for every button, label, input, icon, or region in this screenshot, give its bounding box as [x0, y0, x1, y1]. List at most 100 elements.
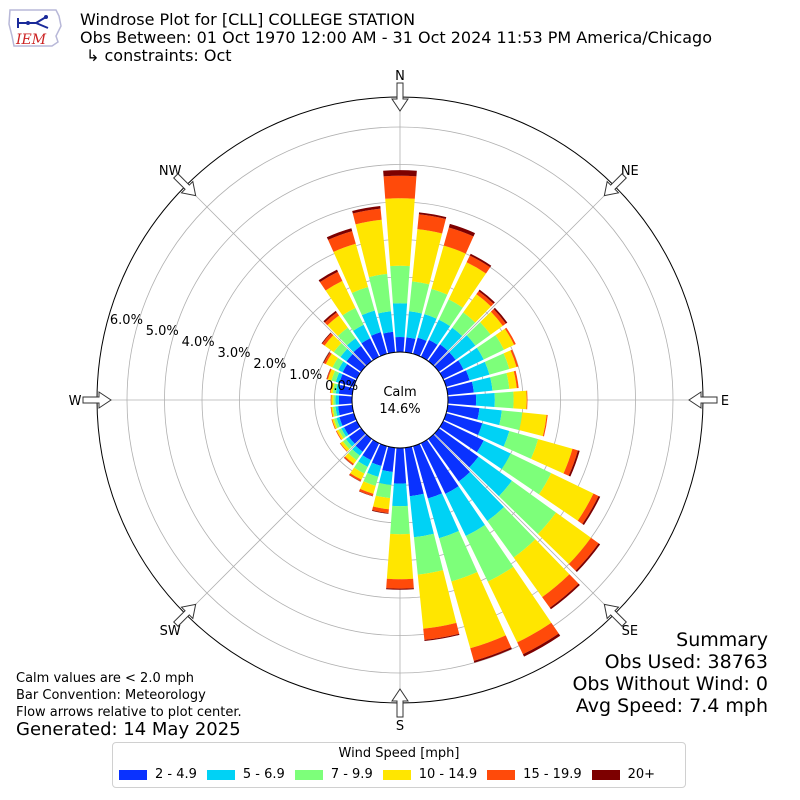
- radial-tick-label: 5.0%: [146, 324, 179, 339]
- radial-tick-label: 4.0%: [182, 335, 215, 350]
- compass-label-w: W: [69, 394, 82, 409]
- legend-label: 7 - 9.9: [330, 767, 373, 782]
- windrose-bar-segment: [332, 406, 338, 417]
- windrose-bar-segment: [510, 349, 519, 368]
- windrose-bar-segment: [473, 647, 512, 663]
- windrose-bar-segment: [452, 312, 476, 337]
- windrose-bar-segment: [333, 417, 340, 429]
- windrose-bar-segment: [325, 353, 338, 368]
- windrose-bar-segment: [335, 395, 340, 405]
- windrose-bar-segment: [327, 369, 336, 381]
- windrose-bar-segment: [404, 446, 424, 497]
- windrose-bar-segment: [538, 473, 594, 521]
- windrose-bar-segment: [324, 335, 342, 353]
- windrose-bar-segment: [348, 449, 360, 461]
- summary-title: Summary: [676, 629, 768, 651]
- windrose-bar-segment: [542, 414, 548, 437]
- windrose-bar-segment: [371, 443, 387, 467]
- windrose-bar-segment: [493, 307, 508, 324]
- legend-swatch: [119, 769, 147, 780]
- windrose-bar-segment: [392, 303, 408, 338]
- windrose-bar-segment: [393, 447, 407, 484]
- windrose-bar-segment: [368, 273, 391, 314]
- windrose-bar-segment: [582, 495, 601, 525]
- windrose-bar-segment: [361, 310, 381, 336]
- windrose-bar-segment: [385, 198, 415, 267]
- windrose-bar-segment: [476, 335, 504, 360]
- windrose-bar-segment: [434, 428, 479, 468]
- windrose-bar-segment: [330, 382, 335, 394]
- windrose-bar-segment: [332, 357, 344, 371]
- legend-swatch: [487, 769, 516, 780]
- grid-spoke: [185, 433, 367, 615]
- windrose-bar-segment: [513, 539, 570, 598]
- windrose-bar-segment: [333, 343, 348, 358]
- legend-item: 20+: [591, 767, 656, 782]
- windrose-bar-segment: [322, 333, 334, 346]
- windrose-bar-segment: [537, 512, 592, 565]
- windrose-bar-segment: [466, 322, 491, 346]
- windrose-bar-segment: [363, 472, 379, 486]
- windrose-bar-segment: [466, 361, 490, 381]
- iem-dot-1: [26, 21, 30, 25]
- summary-avg-speed: Avg Speed: 7.4 mph: [575, 695, 768, 717]
- iem-graph-mark: [17, 16, 49, 29]
- windrose-bar-segment: [439, 531, 478, 582]
- windrose-bar-segment: [503, 430, 539, 459]
- windrose-bar-segment: [375, 482, 392, 499]
- flow-arrow-icon: [688, 391, 718, 409]
- calm-note: Calm values are < 2.0 mph: [16, 671, 195, 686]
- flow-arrow-icon: [173, 173, 197, 197]
- windrose-bar-segment: [330, 406, 334, 418]
- windrose-bar-segment: [383, 331, 396, 354]
- windrose-bar-segment: [439, 420, 484, 453]
- windrose-bar-segment: [338, 395, 353, 405]
- compass-label-s: S: [396, 719, 404, 734]
- summary-obs-used: Obs Used: 38763: [604, 651, 768, 673]
- windrose-bar-segment: [490, 309, 506, 326]
- iem-logo-text: IEM: [15, 32, 47, 48]
- windrose-bar-segment: [358, 490, 373, 497]
- windrose-bar-segment: [345, 453, 357, 464]
- windrose-bar-segment: [331, 394, 334, 406]
- windrose-bar-segment: [438, 299, 463, 327]
- windrose-bar-segment: [568, 450, 580, 477]
- windrose-bar-segment: [475, 393, 495, 407]
- legend-swatch: [206, 769, 235, 780]
- windrose-bar-segment: [413, 443, 442, 499]
- windrose-bar-segment: [355, 219, 388, 278]
- generated-date: Generated: 14 May 2025: [16, 719, 241, 740]
- compass-label-e: E: [721, 394, 729, 409]
- windrose-bar-segment: [513, 370, 519, 389]
- windrose-bar-segment: [386, 588, 414, 590]
- windrose-bar-segment: [409, 493, 434, 538]
- windrose-bar-segment: [471, 377, 493, 393]
- windrose-bar-segment: [326, 368, 332, 380]
- windrose-bar-segment: [404, 337, 416, 354]
- legend: Wind Speed [mph] 2 - 4.9 5 - 6.9 7 - 9.9 10…: [112, 742, 686, 788]
- windrose-bar-segment: [329, 382, 333, 393]
- windrose-bar-segment: [490, 373, 510, 391]
- windrose-bar-segment: [348, 428, 366, 444]
- windrose-bar-segment: [353, 324, 371, 344]
- windrose-bar-segment: [428, 344, 448, 366]
- windrose-bar-segment: [522, 633, 561, 657]
- legend-label: 2 - 4.9: [155, 767, 197, 782]
- windrose-bar-segment: [333, 243, 369, 293]
- windrose-bar-segment: [339, 442, 348, 452]
- windrose-bar-segment: [487, 507, 536, 558]
- legend-label: 5 - 6.9: [242, 767, 285, 782]
- windrose-bar-segment: [446, 404, 480, 420]
- windrose-bar-segment: [383, 170, 417, 177]
- legend-label: 20+: [627, 767, 656, 782]
- windrose-bar-segment: [323, 310, 337, 323]
- windrose-bar-segment: [494, 391, 514, 409]
- legend-item: 15 - 19.9: [487, 767, 582, 782]
- windrose-bar-segment: [413, 337, 427, 357]
- legend-item: 10 - 14.9: [382, 767, 477, 782]
- windrose-bar-segment: [339, 413, 357, 426]
- radial-tick-label: 3.0%: [217, 346, 250, 361]
- windrose-bar-segment: [372, 506, 389, 514]
- windrose-bar-segment: [346, 353, 366, 372]
